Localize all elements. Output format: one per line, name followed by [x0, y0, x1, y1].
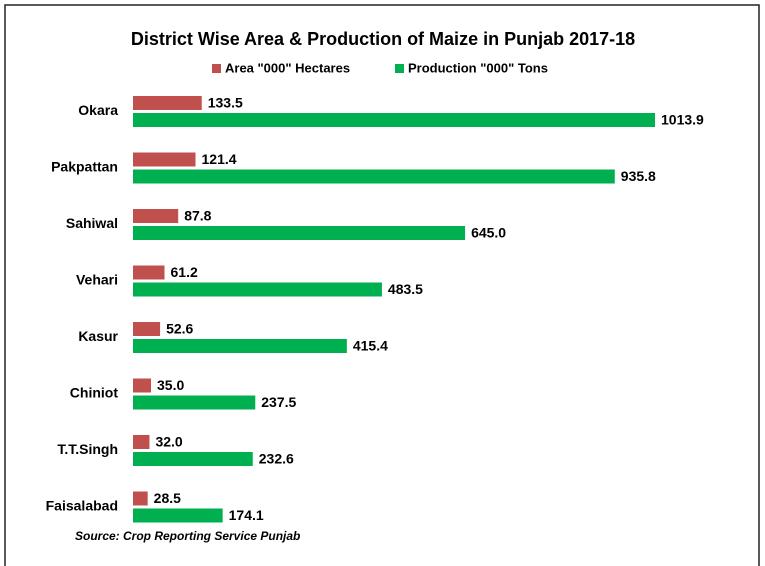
- chart-title: District Wise Area & Production of Maize…: [131, 29, 635, 49]
- bar: [133, 452, 253, 466]
- category-label: Pakpattan: [51, 159, 118, 175]
- bar: [133, 96, 202, 110]
- category-label: Chiniot: [70, 385, 119, 401]
- bar: [133, 322, 161, 336]
- category-label: Sahiwal: [66, 215, 118, 231]
- bar: [133, 152, 196, 167]
- bar: [133, 226, 466, 240]
- legend-label: Production "000" Tons: [408, 60, 548, 75]
- bar: [133, 508, 223, 523]
- category-label: Kasur: [78, 328, 118, 344]
- bar: [133, 339, 347, 353]
- value-label: 645.0: [471, 225, 506, 241]
- bar: [133, 282, 382, 297]
- bar: [133, 169, 615, 184]
- value-label: 935.8: [621, 168, 656, 184]
- value-label: 174.1: [229, 507, 264, 523]
- category-label: Vehari: [76, 272, 118, 288]
- source-note: Source: Crop Reporting Service Punjab: [75, 529, 300, 543]
- chart-frame: [4, 4, 760, 566]
- value-label: 121.4: [202, 151, 237, 167]
- value-label: 237.5: [261, 394, 296, 410]
- bar: [133, 435, 150, 449]
- bar: [133, 395, 256, 410]
- value-label: 133.5: [208, 95, 243, 111]
- value-label: 415.4: [353, 338, 388, 354]
- value-label: 483.5: [388, 281, 423, 297]
- value-label: 87.8: [184, 208, 211, 224]
- value-label: 61.2: [171, 264, 198, 280]
- category-label: T.T.Singh: [57, 441, 118, 457]
- value-label: 232.6: [259, 451, 294, 467]
- legend-swatch: [395, 64, 404, 73]
- bar: [133, 378, 152, 393]
- legend-swatch: [212, 64, 221, 73]
- category-label: Faisalabad: [46, 498, 118, 514]
- bar: [133, 491, 148, 506]
- value-label: 52.6: [166, 321, 193, 337]
- bar: [133, 265, 165, 280]
- value-label: 1013.9: [661, 112, 704, 128]
- legend-label: Area "000" Hectares: [225, 60, 350, 75]
- bar: [133, 113, 655, 127]
- category-label: Okara: [78, 102, 118, 118]
- value-label: 28.5: [154, 490, 181, 506]
- value-label: 32.0: [155, 434, 182, 450]
- value-label: 35.0: [157, 377, 184, 393]
- bar: [133, 209, 179, 223]
